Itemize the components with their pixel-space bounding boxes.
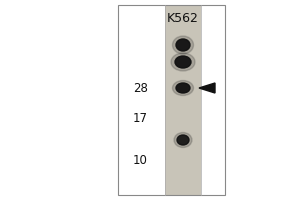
Ellipse shape	[177, 135, 189, 145]
Ellipse shape	[176, 83, 190, 93]
Polygon shape	[199, 83, 215, 93]
Text: 28: 28	[133, 82, 148, 95]
Bar	[165, 5, 201, 195]
Ellipse shape	[174, 132, 192, 148]
Text: 10: 10	[133, 154, 148, 168]
Ellipse shape	[175, 56, 191, 68]
Ellipse shape	[172, 80, 194, 96]
Text: 17: 17	[133, 112, 148, 126]
Ellipse shape	[172, 36, 194, 54]
Ellipse shape	[176, 39, 190, 51]
Ellipse shape	[171, 53, 195, 71]
Bar	[118, 5, 225, 195]
Text: K562: K562	[167, 12, 199, 25]
